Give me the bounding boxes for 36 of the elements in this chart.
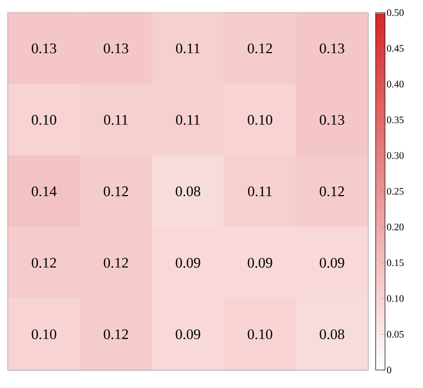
data-label: 0.11 [104, 114, 128, 125]
color-bar-label: 0.25 [386, 188, 404, 195]
data-label: 0.09 [248, 258, 272, 268]
data-label: 0.13 [320, 43, 344, 54]
data-label: 0.12 [248, 43, 272, 54]
data-label: 0.14 [32, 186, 57, 196]
color-bar-label: 0.35 [386, 116, 404, 124]
data-label: 0.13 [104, 43, 128, 54]
color-bar-label: 0.30 [386, 152, 404, 159]
data-label: 0.09 [176, 258, 200, 268]
data-label: 0.11 [176, 114, 200, 125]
color-bar-label: 0.45 [386, 45, 404, 52]
data-label: 0.11 [176, 43, 200, 54]
color-bar-label: 0 [386, 366, 392, 374]
color-bar-label: 0.10 [386, 295, 404, 302]
color-bar-label: 0.15 [386, 259, 404, 266]
color-bar-label: 0.05 [386, 330, 404, 338]
data-label: 0.10 [248, 114, 272, 125]
data-label: 0.08 [320, 329, 344, 340]
data-label: 0.10 [32, 114, 56, 125]
color-bar-label: 0.40 [386, 80, 404, 88]
data-label: 0.09 [320, 258, 344, 268]
data-label: 0.12 [320, 186, 344, 196]
data-label: 0.12 [32, 258, 56, 268]
data-label: 0.12 [104, 186, 128, 196]
color-bar-label: 0.50 [386, 9, 404, 16]
data-label: 0.09 [176, 329, 200, 340]
data-label: 0.08 [176, 186, 200, 196]
data-label: 0.10 [248, 329, 272, 340]
data-label: 0.12 [104, 329, 128, 340]
data-label: 0.13 [320, 114, 344, 125]
data-label: 0.13 [32, 43, 56, 54]
data-label: 0.12 [104, 258, 128, 268]
data-label: 0.11 [248, 186, 272, 196]
color-bar-label: 0.20 [386, 224, 404, 230]
data-label: 0.10 [32, 329, 56, 340]
